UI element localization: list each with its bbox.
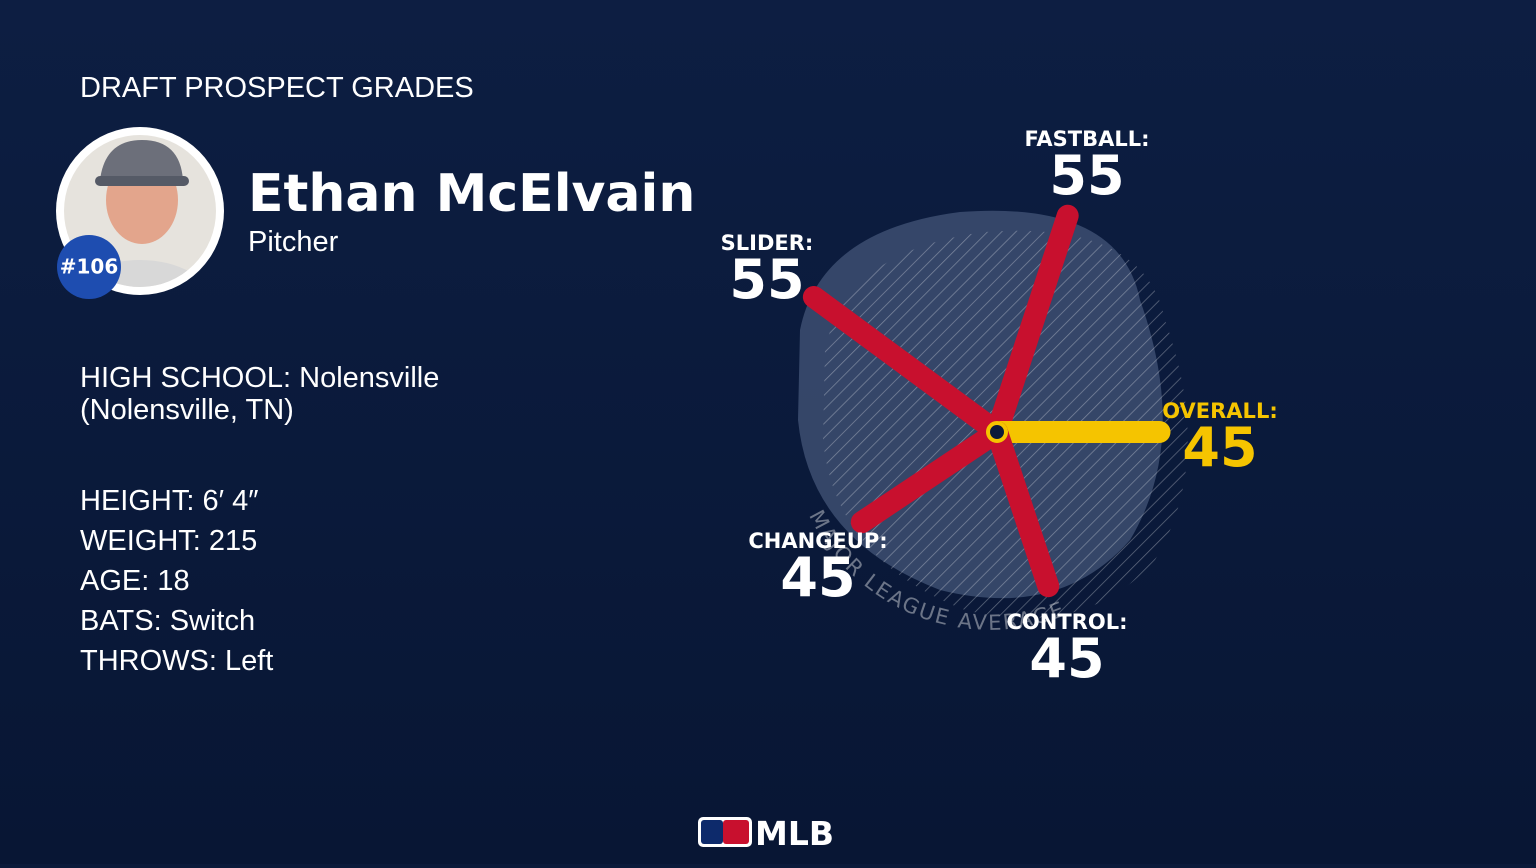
grade-value: 45: [1029, 627, 1104, 690]
grade-spoke: [850, 421, 1008, 534]
player-photo: [56, 127, 224, 299]
grade-label: CHANGEUP:: [748, 529, 887, 553]
grade-spoke: [802, 285, 1008, 443]
stats: HEIGHT: 6′ 4″ WEIGHT: 215 AGE: 18 BATS: Swi…: [80, 485, 273, 677]
grade-label: FASTBALL:: [1024, 127, 1149, 151]
spokes: [802, 204, 1171, 598]
stat-line: BATS: Switch: [80, 605, 255, 637]
player-position: Pitcher: [248, 226, 339, 258]
grade-label: OVERALL:: [1162, 399, 1277, 423]
stat-line: AGE: 18: [80, 565, 190, 597]
school-line: HIGH SCHOOL: Nolensville: [80, 362, 439, 394]
mlb-logo: [698, 817, 752, 847]
grade-value: 55: [729, 248, 804, 311]
rank-badge: #106: [60, 255, 119, 279]
stat-line: WEIGHT: 215: [80, 525, 257, 557]
grade-value: 45: [780, 546, 855, 609]
grade-label: CONTROL:: [1007, 610, 1128, 634]
grade-value: 55: [1049, 144, 1124, 207]
stat-line: THROWS: Left: [80, 645, 273, 677]
section-title: DRAFT PROSPECT GRADES: [80, 72, 474, 104]
grade-label: SLIDER:: [721, 231, 814, 255]
grade-labels: FASTBALL:55SLIDER:55OVERALL:45CHANGEUP:4…: [721, 127, 1278, 690]
grade-value: 45: [1182, 416, 1257, 479]
grade-spoke: [986, 421, 1060, 598]
player-name: Ethan McElvain: [248, 164, 695, 224]
school-line: (Nolensville, TN): [80, 394, 294, 426]
logo-text: MLB: [755, 814, 834, 853]
hub: [986, 421, 1008, 443]
stat-line: HEIGHT: 6′ 4″: [80, 485, 258, 517]
grade-spoke: [986, 204, 1079, 443]
